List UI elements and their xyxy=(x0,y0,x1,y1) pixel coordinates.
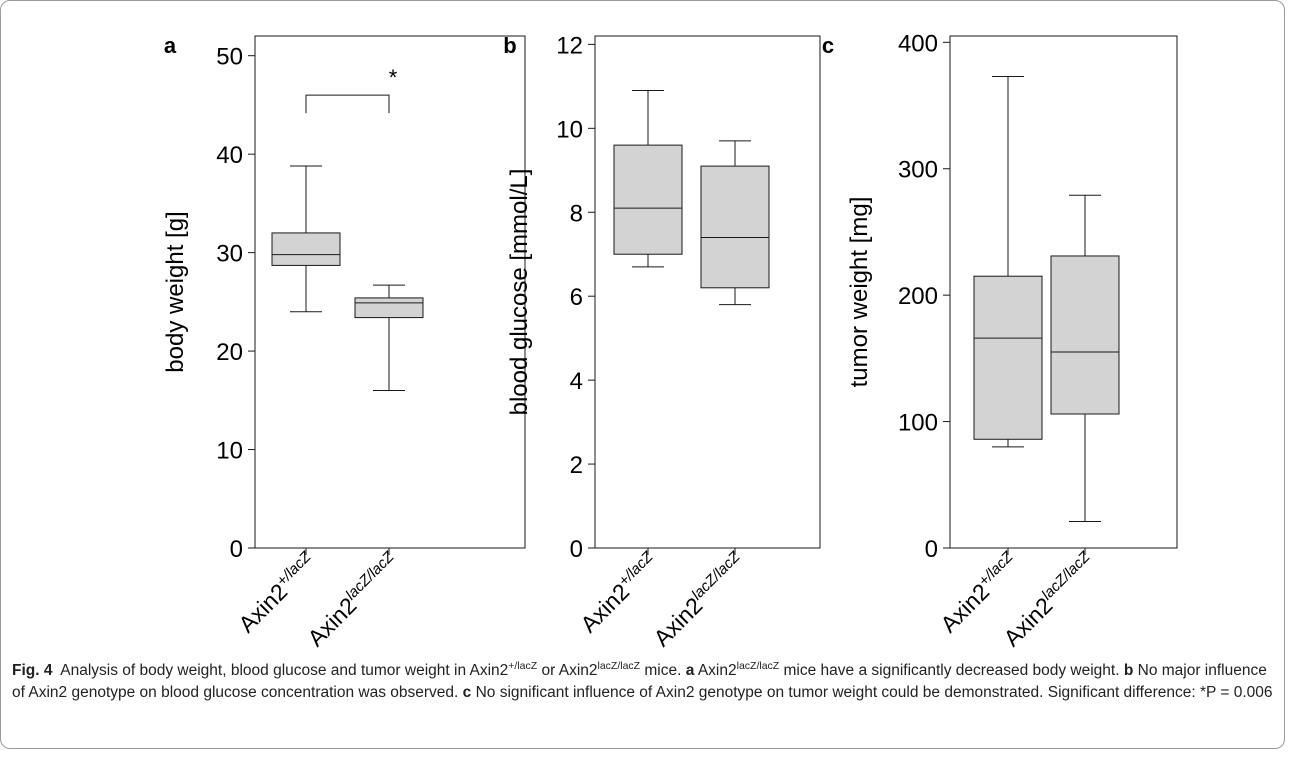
caption-fig-label: Fig. 4 xyxy=(12,662,53,679)
category-sup: +/lacZ xyxy=(975,548,1017,590)
panel-label: b xyxy=(503,33,516,58)
y-tick-label: 4 xyxy=(570,368,583,395)
box xyxy=(354,297,424,319)
caption-text-2: or Axin2 xyxy=(537,662,598,679)
category-sup: lacZ/lacZ xyxy=(688,548,744,604)
y-tick-label: 0 xyxy=(925,536,938,563)
y-tick-label: 50 xyxy=(216,44,243,71)
caption-panel-b: b xyxy=(1123,662,1134,679)
category-sup: +/lacZ xyxy=(273,548,315,590)
plot-frame xyxy=(254,35,526,549)
y-axis-label: body weight [g] xyxy=(162,211,189,372)
y-tick-label: 0 xyxy=(230,536,243,563)
y-tick-label: 300 xyxy=(898,157,938,184)
y-tick-label: 400 xyxy=(898,30,938,57)
caption-text-6: No major influence of Axin2 genotype on … xyxy=(12,662,1267,701)
y-tick-label: 10 xyxy=(556,116,583,143)
caption-panel-a: a xyxy=(685,662,695,679)
y-tick-label: 2 xyxy=(570,452,583,479)
significance-star: * xyxy=(389,65,398,90)
x-category-label: Axin2+/lacZ xyxy=(575,548,665,638)
y-tick-label: 10 xyxy=(216,438,243,465)
caption-text-1: Analysis of body weight, blood glucose a… xyxy=(60,662,509,679)
y-axis-label: tumor weight [mg] xyxy=(846,197,873,388)
panel-label: c xyxy=(822,33,834,58)
figure-caption: Fig. 4 Analysis of body weight, blood gl… xyxy=(12,660,1277,704)
x-category-label: Axin2lacZ/lacZ xyxy=(302,548,405,651)
x-category-label: Axin2+/lacZ xyxy=(233,548,323,638)
y-tick-label: 6 xyxy=(570,284,583,311)
y-tick-label: 100 xyxy=(898,410,938,437)
caption-text-4: Axin2 xyxy=(694,662,737,679)
panel-label: a xyxy=(164,33,177,58)
caption-sup-3: lacZ/lacZ xyxy=(736,660,780,672)
y-tick-label: 20 xyxy=(216,339,243,366)
plot-frame xyxy=(594,35,821,549)
y-tick-label: 8 xyxy=(570,200,583,227)
plot-frame xyxy=(949,35,1178,549)
caption-panel-c: c xyxy=(462,684,472,701)
caption-sup-1: +/lacZ xyxy=(508,660,538,672)
category-sup: lacZ/lacZ xyxy=(342,548,398,604)
chart-panel-b: b 0 2 4 6 8 10 12 blood glucose [mmol/L] Axin2+/l… xyxy=(503,32,821,651)
significance-bracket xyxy=(305,94,390,114)
caption-text-7: No significant influence of Axin2 genoty… xyxy=(471,684,1273,701)
y-tick-label: 40 xyxy=(216,142,243,169)
y-tick-label: 12 xyxy=(556,32,583,59)
box xyxy=(973,275,1043,440)
chart-panel-a: a 0 10 20 30 40 50 body weight [g] Axin2+/lacZAx… xyxy=(162,33,526,651)
caption-sup-2: lacZ/lacZ xyxy=(597,660,641,672)
y-tick-label: 30 xyxy=(216,241,243,268)
caption-text-3: mice. xyxy=(640,662,686,679)
x-category-label: Axin2lacZ/lacZ xyxy=(648,548,751,651)
box xyxy=(271,232,341,266)
caption-text-5: mice have a significantly decreased body… xyxy=(779,662,1124,679)
category-sup: lacZ/lacZ xyxy=(1038,548,1094,604)
y-tick-label: 0 xyxy=(570,536,583,563)
y-tick-label: 200 xyxy=(898,283,938,310)
box xyxy=(700,165,770,289)
box xyxy=(1050,255,1120,415)
y-axis-label: blood glucose [mmol/L] xyxy=(506,169,533,416)
category-sup: +/lacZ xyxy=(615,548,657,590)
box xyxy=(613,144,683,255)
